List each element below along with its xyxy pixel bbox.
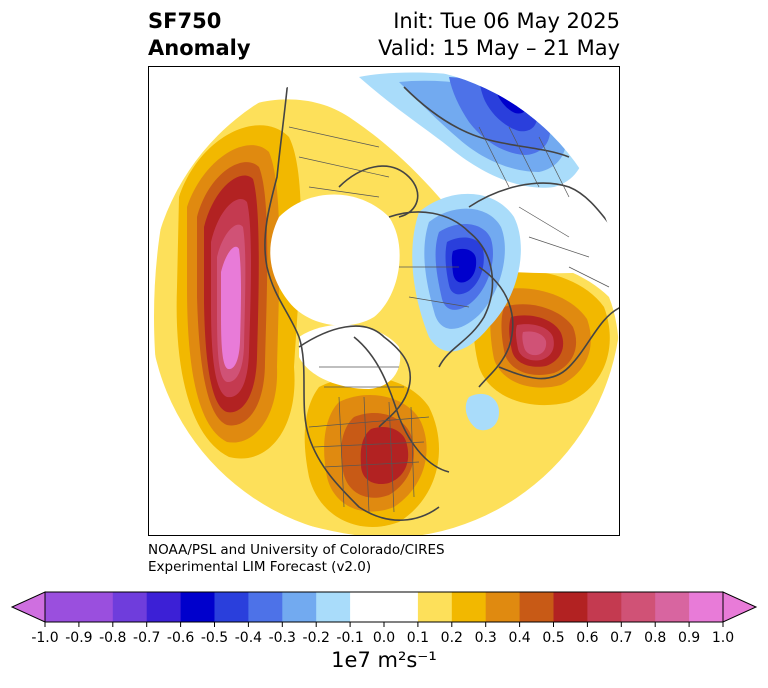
colorbar-tick-label: -0.2	[303, 630, 330, 646]
credit-line-1: NOAA/PSL and University of Colorado/CIRE…	[148, 542, 445, 558]
title-left: SF750 Anomaly	[148, 8, 251, 62]
colorbar-cell	[214, 592, 249, 622]
colorbar-tick-label: 0.9	[678, 630, 700, 646]
colorbar-cell	[316, 592, 351, 622]
init-date: Init: Tue 06 May 2025	[393, 9, 620, 33]
colorbar-tick-label: -0.4	[235, 630, 262, 646]
colorbar-tick-label: -0.3	[269, 630, 296, 646]
colorbar-tick-label: 0.0	[373, 630, 395, 646]
map-panel	[148, 66, 620, 536]
colorbar-tick-label: -0.5	[201, 630, 228, 646]
colorbar-tick-label: 0.4	[508, 630, 530, 646]
colorbar-cell	[350, 592, 385, 622]
colorbar-cell	[689, 592, 724, 622]
colorbar-tick-label: -0.9	[65, 630, 92, 646]
colorbar-cell	[485, 592, 521, 622]
colorbar-cell	[180, 592, 215, 622]
colorbar-cell	[655, 592, 690, 622]
field-type: Anomaly	[148, 36, 251, 60]
title-right: Init: Tue 06 May 2025 Valid: 15 May – 21…	[378, 8, 620, 62]
colorbar-tick-label: -0.7	[133, 630, 160, 646]
colorbar-cell	[553, 592, 588, 622]
colorbar-tick-label: 0.7	[610, 630, 632, 646]
colorbar-cell	[451, 592, 487, 622]
colorbar-tick-label: 0.2	[441, 630, 463, 646]
colorbar-cell	[519, 592, 554, 622]
colorbar-cell	[282, 592, 317, 622]
colorbar-under-arrow	[10, 591, 46, 623]
colorbar-tick-label: -0.6	[167, 630, 194, 646]
colorbar-tick-label: 0.6	[576, 630, 598, 646]
colorbar-tick-label: 0.1	[407, 630, 429, 646]
colorbar-cell	[248, 592, 283, 622]
coastlines	[264, 67, 619, 521]
colorbar-cell	[384, 592, 419, 622]
colorbar-tick-label: -0.1	[336, 630, 363, 646]
colorbar-cell	[417, 592, 453, 622]
colorbar-tick-label: 0.8	[644, 630, 666, 646]
colorbar-cell	[45, 592, 80, 622]
colorbar-ticks: -1.0 -0.9 -0.8 -0.7 -0.6 -0.5 -0.4 -0.3 -0.2 -0.1…	[31, 622, 734, 646]
colorbar-tick-label: -0.8	[99, 630, 126, 646]
colorbar-cells	[10, 591, 758, 623]
valid-range: Valid: 15 May – 21 May	[378, 36, 620, 60]
colorbar-units-text: 1e7 m²s⁻¹	[331, 648, 437, 672]
colorbar-tick-label: 0.5	[542, 630, 564, 646]
colorbar-cell	[146, 592, 182, 622]
colorbar-cell	[587, 592, 622, 622]
field-name: SF750	[148, 9, 222, 33]
credit-line-2: Experimental LIM Forecast (v2.0)	[148, 559, 372, 575]
credit-text: NOAA/PSL and University of Colorado/CIRE…	[148, 542, 445, 576]
colorbar-tick-label: 0.3	[475, 630, 497, 646]
anomaly-map	[149, 67, 619, 535]
colorbar: -1.0 -0.9 -0.8 -0.7 -0.6 -0.5 -0.4 -0.3 -0.2 -0.1…	[10, 591, 758, 646]
colorbar-over-arrow	[722, 591, 758, 623]
colorbar-cell	[621, 592, 656, 622]
colorbar-cell	[112, 592, 148, 622]
political-borders	[288, 126, 610, 513]
colorbar-tick-label: 1.0	[712, 630, 734, 646]
colorbar-cell	[78, 592, 114, 622]
colorbar-units: 1e7 m²s⁻¹	[0, 648, 768, 672]
colorbar-tick-label: -1.0	[31, 630, 58, 646]
